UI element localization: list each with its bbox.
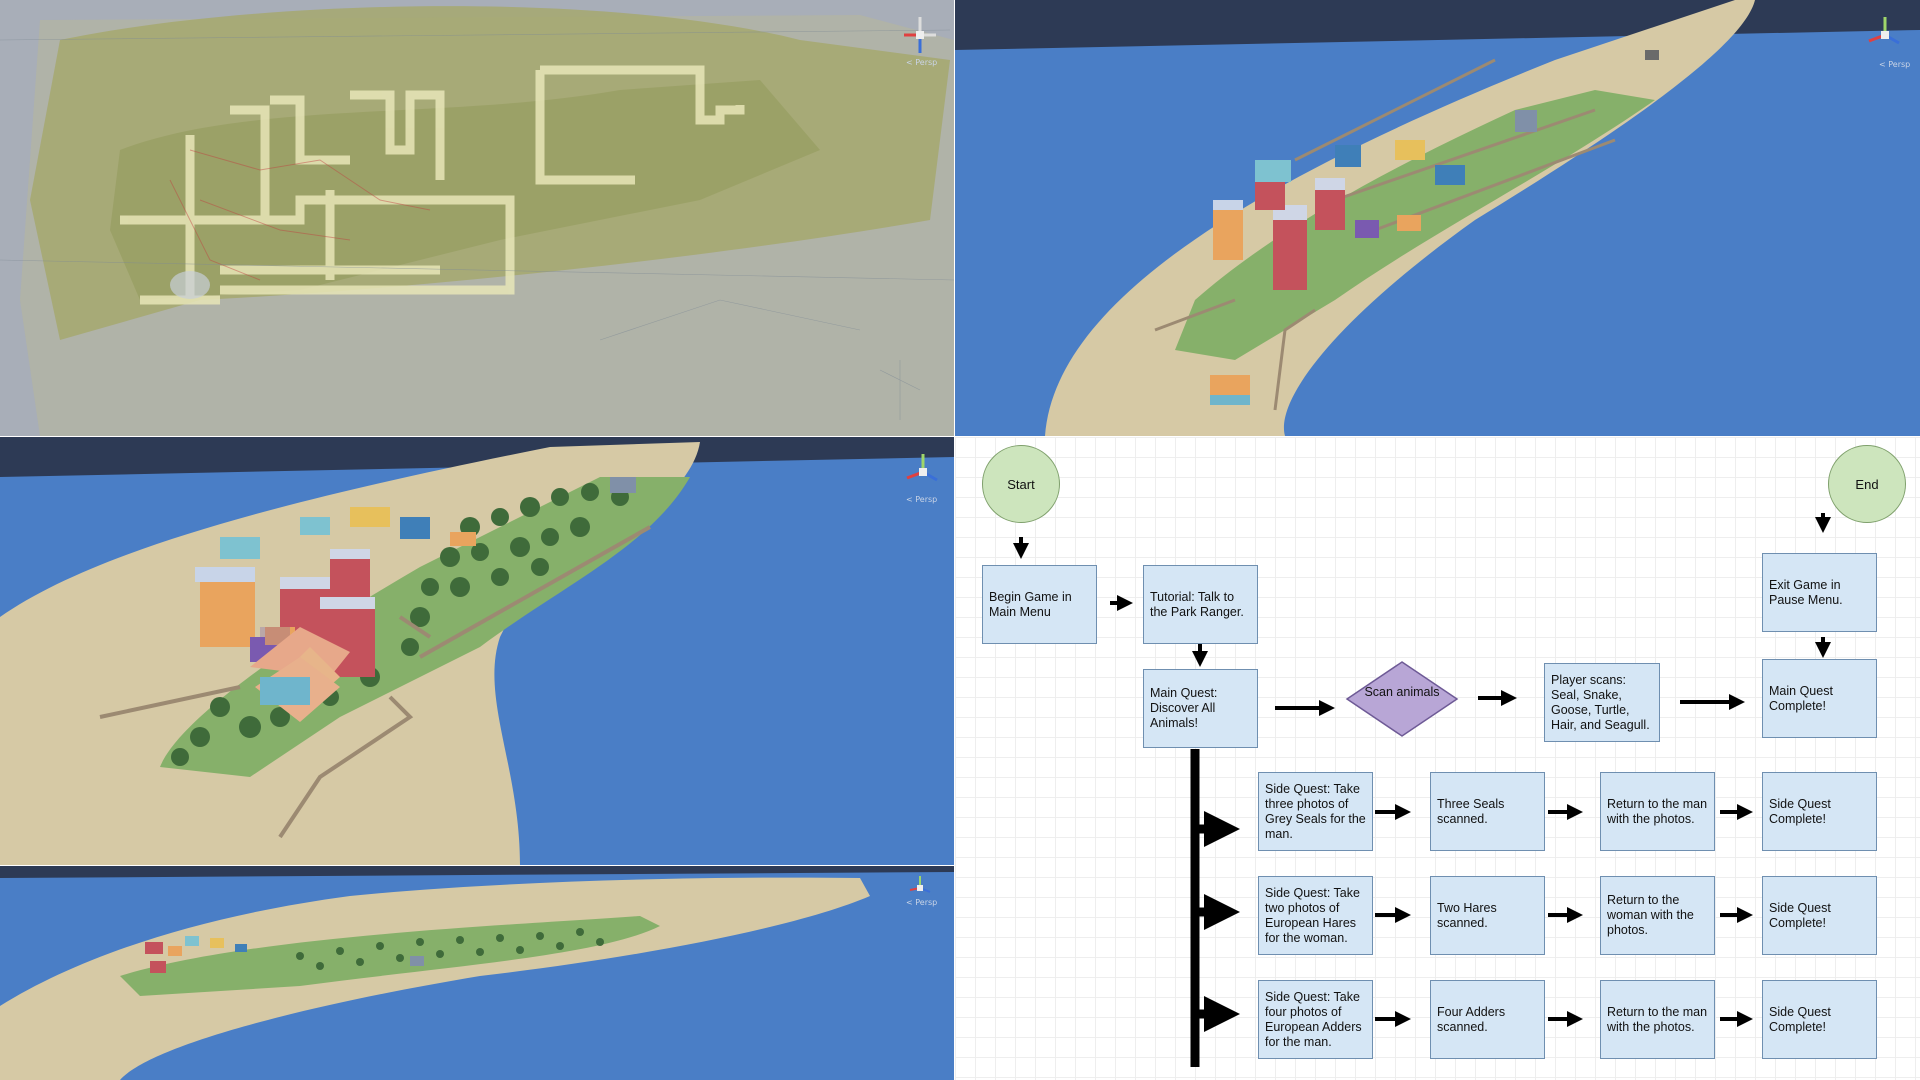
side-quest-3-return-node: Return to the man with the photos. [1600, 980, 1715, 1059]
persp-label[interactable]: < Persp [906, 58, 938, 67]
end-node: End [1828, 445, 1906, 523]
side-quest-3-scanned-node: Four Adders scanned. [1430, 980, 1545, 1059]
island-trees-render [0, 437, 954, 865]
scene-gizmo[interactable] [890, 5, 950, 65]
main-quest-node: Main Quest: Discover All Animals! [1143, 669, 1258, 748]
begin-game-node: Begin Game in Main Menu [982, 565, 1097, 644]
start-node: Start [982, 445, 1060, 523]
side-quest-3-complete-node: Side Quest Complete! [1762, 980, 1877, 1059]
scene-gizmo[interactable] [900, 868, 940, 908]
quest-flowchart: Start End Begin Game in Main Menu Tutori… [955, 437, 1920, 1080]
side-quest-2-return-node: Return to the woman with the photos. [1600, 876, 1715, 955]
map-overlay-render [0, 0, 954, 436]
side-quest-2-scanned-node: Two Hares scanned. [1430, 876, 1545, 955]
scene-gizmo[interactable] [893, 442, 953, 502]
side-quest-3-node: Side Quest: Take four photos of European… [1258, 980, 1373, 1059]
exit-game-node: Exit Game in Pause Menu. [1762, 553, 1877, 632]
scene-gizmo[interactable] [1855, 5, 1915, 65]
scene-view-island-top[interactable]: < Persp [955, 0, 1920, 436]
island-top-render [955, 0, 1920, 436]
scene-view-island-wide[interactable]: < Persp [0, 866, 954, 1080]
main-quest-complete-node: Main Quest Complete! [1762, 659, 1877, 738]
side-quest-2-complete-node: Side Quest Complete! [1762, 876, 1877, 955]
scan-animals-label: Scan animals [1364, 685, 1440, 699]
flowchart-grid [955, 437, 1920, 1080]
side-quest-1-node: Side Quest: Take three photos of Grey Se… [1258, 772, 1373, 851]
scan-animals-diamond [1345, 661, 1459, 737]
persp-label[interactable]: < Persp [906, 898, 938, 907]
side-quest-2-node: Side Quest: Take two photos of European … [1258, 876, 1373, 955]
persp-label[interactable]: < Persp [906, 495, 938, 504]
island-wide-render [0, 866, 954, 1080]
scene-view-island-trees[interactable]: < Persp [0, 437, 954, 865]
persp-label[interactable]: < Persp [1879, 60, 1911, 69]
scene-view-map-overlay[interactable]: < Persp [0, 0, 954, 436]
player-scans-node: Player scans: Seal, Snake, Goose, Turtle… [1544, 663, 1660, 742]
side-quest-1-complete-node: Side Quest Complete! [1762, 772, 1877, 851]
tutorial-node: Tutorial: Talk to the Park Ranger. [1143, 565, 1258, 644]
side-quest-1-return-node: Return to the man with the photos. [1600, 772, 1715, 851]
side-quest-1-scanned-node: Three Seals scanned. [1430, 772, 1545, 851]
flowchart-arrows [1013, 513, 1831, 1067]
